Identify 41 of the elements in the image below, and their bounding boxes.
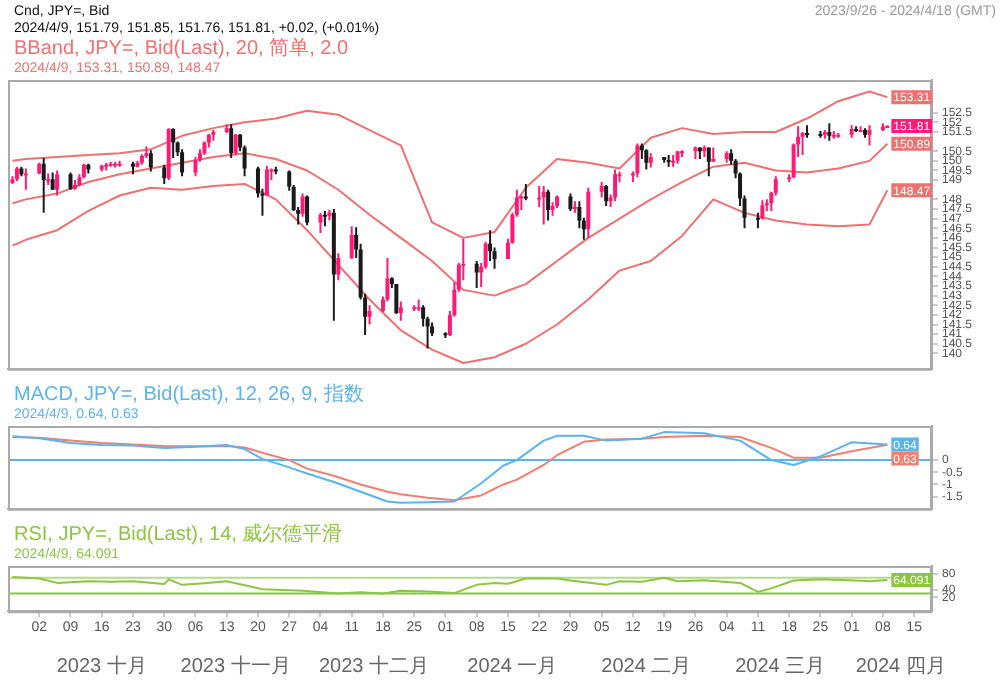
candlestick <box>546 188 551 222</box>
candlestick <box>23 167 28 191</box>
candlestick <box>300 192 305 218</box>
candlestick <box>867 124 872 147</box>
x2-tick-label: 2024 二月 <box>601 655 692 678</box>
candlestick <box>229 123 234 159</box>
text: BBand, JPY=, Bid(Last), 20, 简单, 2.0 <box>14 35 349 60</box>
chart-title: RSI, JPY=, Bid(Last), 14, 威尔德平滑 <box>14 521 343 546</box>
x2-tick-label: 2023 十二月 <box>319 653 430 678</box>
candlestick <box>264 164 269 197</box>
candlestick <box>171 127 176 159</box>
candlestick <box>474 259 479 289</box>
candlestick <box>586 186 591 239</box>
x2-tick-label: 2024 四月 <box>855 655 946 678</box>
candlestick <box>604 183 609 208</box>
candlestick <box>336 252 341 282</box>
candlestick <box>367 304 372 326</box>
candlestick <box>55 169 60 197</box>
candlestick <box>644 148 649 171</box>
candlestick <box>318 211 323 235</box>
x2-tick-label: 2023 十一月 <box>180 653 291 678</box>
candlestick <box>162 163 167 185</box>
candlestick <box>180 148 185 178</box>
candlestick <box>706 146 711 178</box>
candlestick <box>41 156 46 214</box>
candlestick <box>800 130 805 157</box>
candlestick <box>613 168 618 203</box>
x2-tick-label: 2024 三月 <box>735 655 826 678</box>
candlestick <box>760 199 765 221</box>
chart-title: MACD, JPY=, Bid(Last), 12, 26, 9, 指数 <box>14 381 364 406</box>
candlestick <box>233 132 238 157</box>
x2-tick-label: 2024 一月 <box>467 655 558 678</box>
candlestick <box>193 156 198 178</box>
candlestick <box>148 149 153 173</box>
candlestick <box>398 300 403 322</box>
x2-tick-label: 2023 十月 <box>56 653 147 678</box>
candlestick <box>635 142 640 179</box>
candlestick <box>349 225 354 261</box>
candlestick <box>394 283 399 315</box>
candlestick <box>305 194 310 227</box>
candlestick <box>488 229 493 262</box>
